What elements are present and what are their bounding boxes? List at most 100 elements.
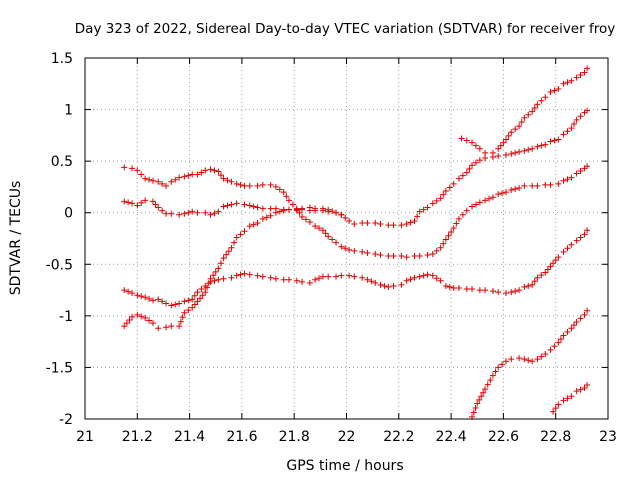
- data-point: [429, 272, 436, 279]
- data-point: [518, 118, 525, 125]
- data-point: [338, 243, 345, 250]
- data-point: [272, 209, 279, 216]
- data-point: [455, 285, 462, 292]
- data-point: [217, 260, 224, 267]
- data-point: [233, 180, 240, 187]
- data-point: [276, 208, 283, 215]
- data-point: [474, 400, 481, 407]
- data-point: [529, 281, 536, 288]
- data-point: [299, 205, 306, 212]
- data-point: [210, 272, 217, 279]
- data-point: [322, 230, 329, 237]
- data-point: [215, 168, 222, 175]
- data-point: [584, 307, 591, 314]
- data-point: [542, 351, 549, 358]
- data-point: [134, 311, 141, 318]
- data-point: [555, 85, 562, 92]
- x-axis-label: GPS time / hours: [286, 458, 403, 474]
- data-point: [185, 172, 192, 179]
- data-series-6: [469, 307, 591, 420]
- data-point: [372, 250, 379, 257]
- data-point: [433, 197, 440, 204]
- data-point: [557, 336, 564, 343]
- data-point: [228, 178, 235, 185]
- data-point: [555, 136, 562, 143]
- data-point: [129, 313, 136, 320]
- data-point: [306, 218, 313, 225]
- data-point: [551, 343, 558, 350]
- data-point: [138, 171, 145, 178]
- data-point: [531, 278, 538, 285]
- data-point: [364, 276, 371, 283]
- data-point: [584, 381, 591, 388]
- data-point: [573, 319, 580, 326]
- data-point: [508, 289, 515, 296]
- data-point: [581, 311, 588, 318]
- data-point: [424, 271, 431, 278]
- data-point: [224, 177, 231, 184]
- data-point: [564, 128, 571, 135]
- data-point: [185, 297, 192, 304]
- data-point: [246, 271, 253, 278]
- data-point: [398, 253, 405, 260]
- data-point: [246, 202, 253, 209]
- data-point: [482, 149, 489, 156]
- data-series-1: [121, 163, 591, 261]
- data-point: [516, 123, 523, 130]
- data-point: [299, 278, 306, 285]
- data-point: [476, 199, 483, 206]
- x-tick-label: 21.6: [226, 429, 257, 445]
- data-point: [329, 208, 336, 215]
- data-point: [508, 187, 515, 194]
- chart-grid: [85, 58, 608, 419]
- data-point: [463, 207, 470, 214]
- data-point: [333, 273, 340, 280]
- data-points: [121, 65, 591, 420]
- data-point: [333, 209, 340, 216]
- data-point: [573, 74, 580, 81]
- data-point: [285, 206, 292, 213]
- data-point: [267, 274, 274, 281]
- data-point: [146, 317, 153, 324]
- data-point: [542, 94, 549, 101]
- data-point: [142, 175, 149, 182]
- data-point: [163, 210, 170, 217]
- data-point: [163, 182, 170, 189]
- data-point: [424, 204, 431, 211]
- data-point: [237, 231, 244, 238]
- data-point: [280, 207, 287, 214]
- data-point: [215, 276, 222, 283]
- data-point: [233, 272, 240, 279]
- data-point: [198, 286, 205, 293]
- data-point: [577, 315, 584, 322]
- data-point: [215, 265, 222, 272]
- data-point: [177, 318, 184, 325]
- data-point: [534, 274, 541, 281]
- data-point: [207, 166, 214, 173]
- data-point: [495, 289, 502, 296]
- data-point: [571, 322, 578, 329]
- data-point: [542, 269, 549, 276]
- data-point: [205, 280, 212, 287]
- data-point: [123, 320, 130, 327]
- data-point: [246, 182, 253, 189]
- data-point: [121, 164, 128, 171]
- data-point: [469, 139, 476, 146]
- data-point: [482, 386, 489, 393]
- data-point: [453, 220, 460, 227]
- data-point: [411, 274, 418, 281]
- data-point: [429, 200, 436, 207]
- data-point: [142, 197, 149, 204]
- data-point: [484, 381, 491, 388]
- data-point: [191, 292, 198, 299]
- data-point: [568, 393, 575, 400]
- data-point: [121, 287, 128, 294]
- data-point: [189, 171, 196, 178]
- data-point: [207, 275, 214, 282]
- data-point: [185, 209, 192, 216]
- data-point: [455, 215, 462, 222]
- data-point: [197, 295, 204, 302]
- data-series-2: [121, 107, 591, 229]
- data-point: [194, 209, 201, 216]
- data-point: [372, 279, 379, 286]
